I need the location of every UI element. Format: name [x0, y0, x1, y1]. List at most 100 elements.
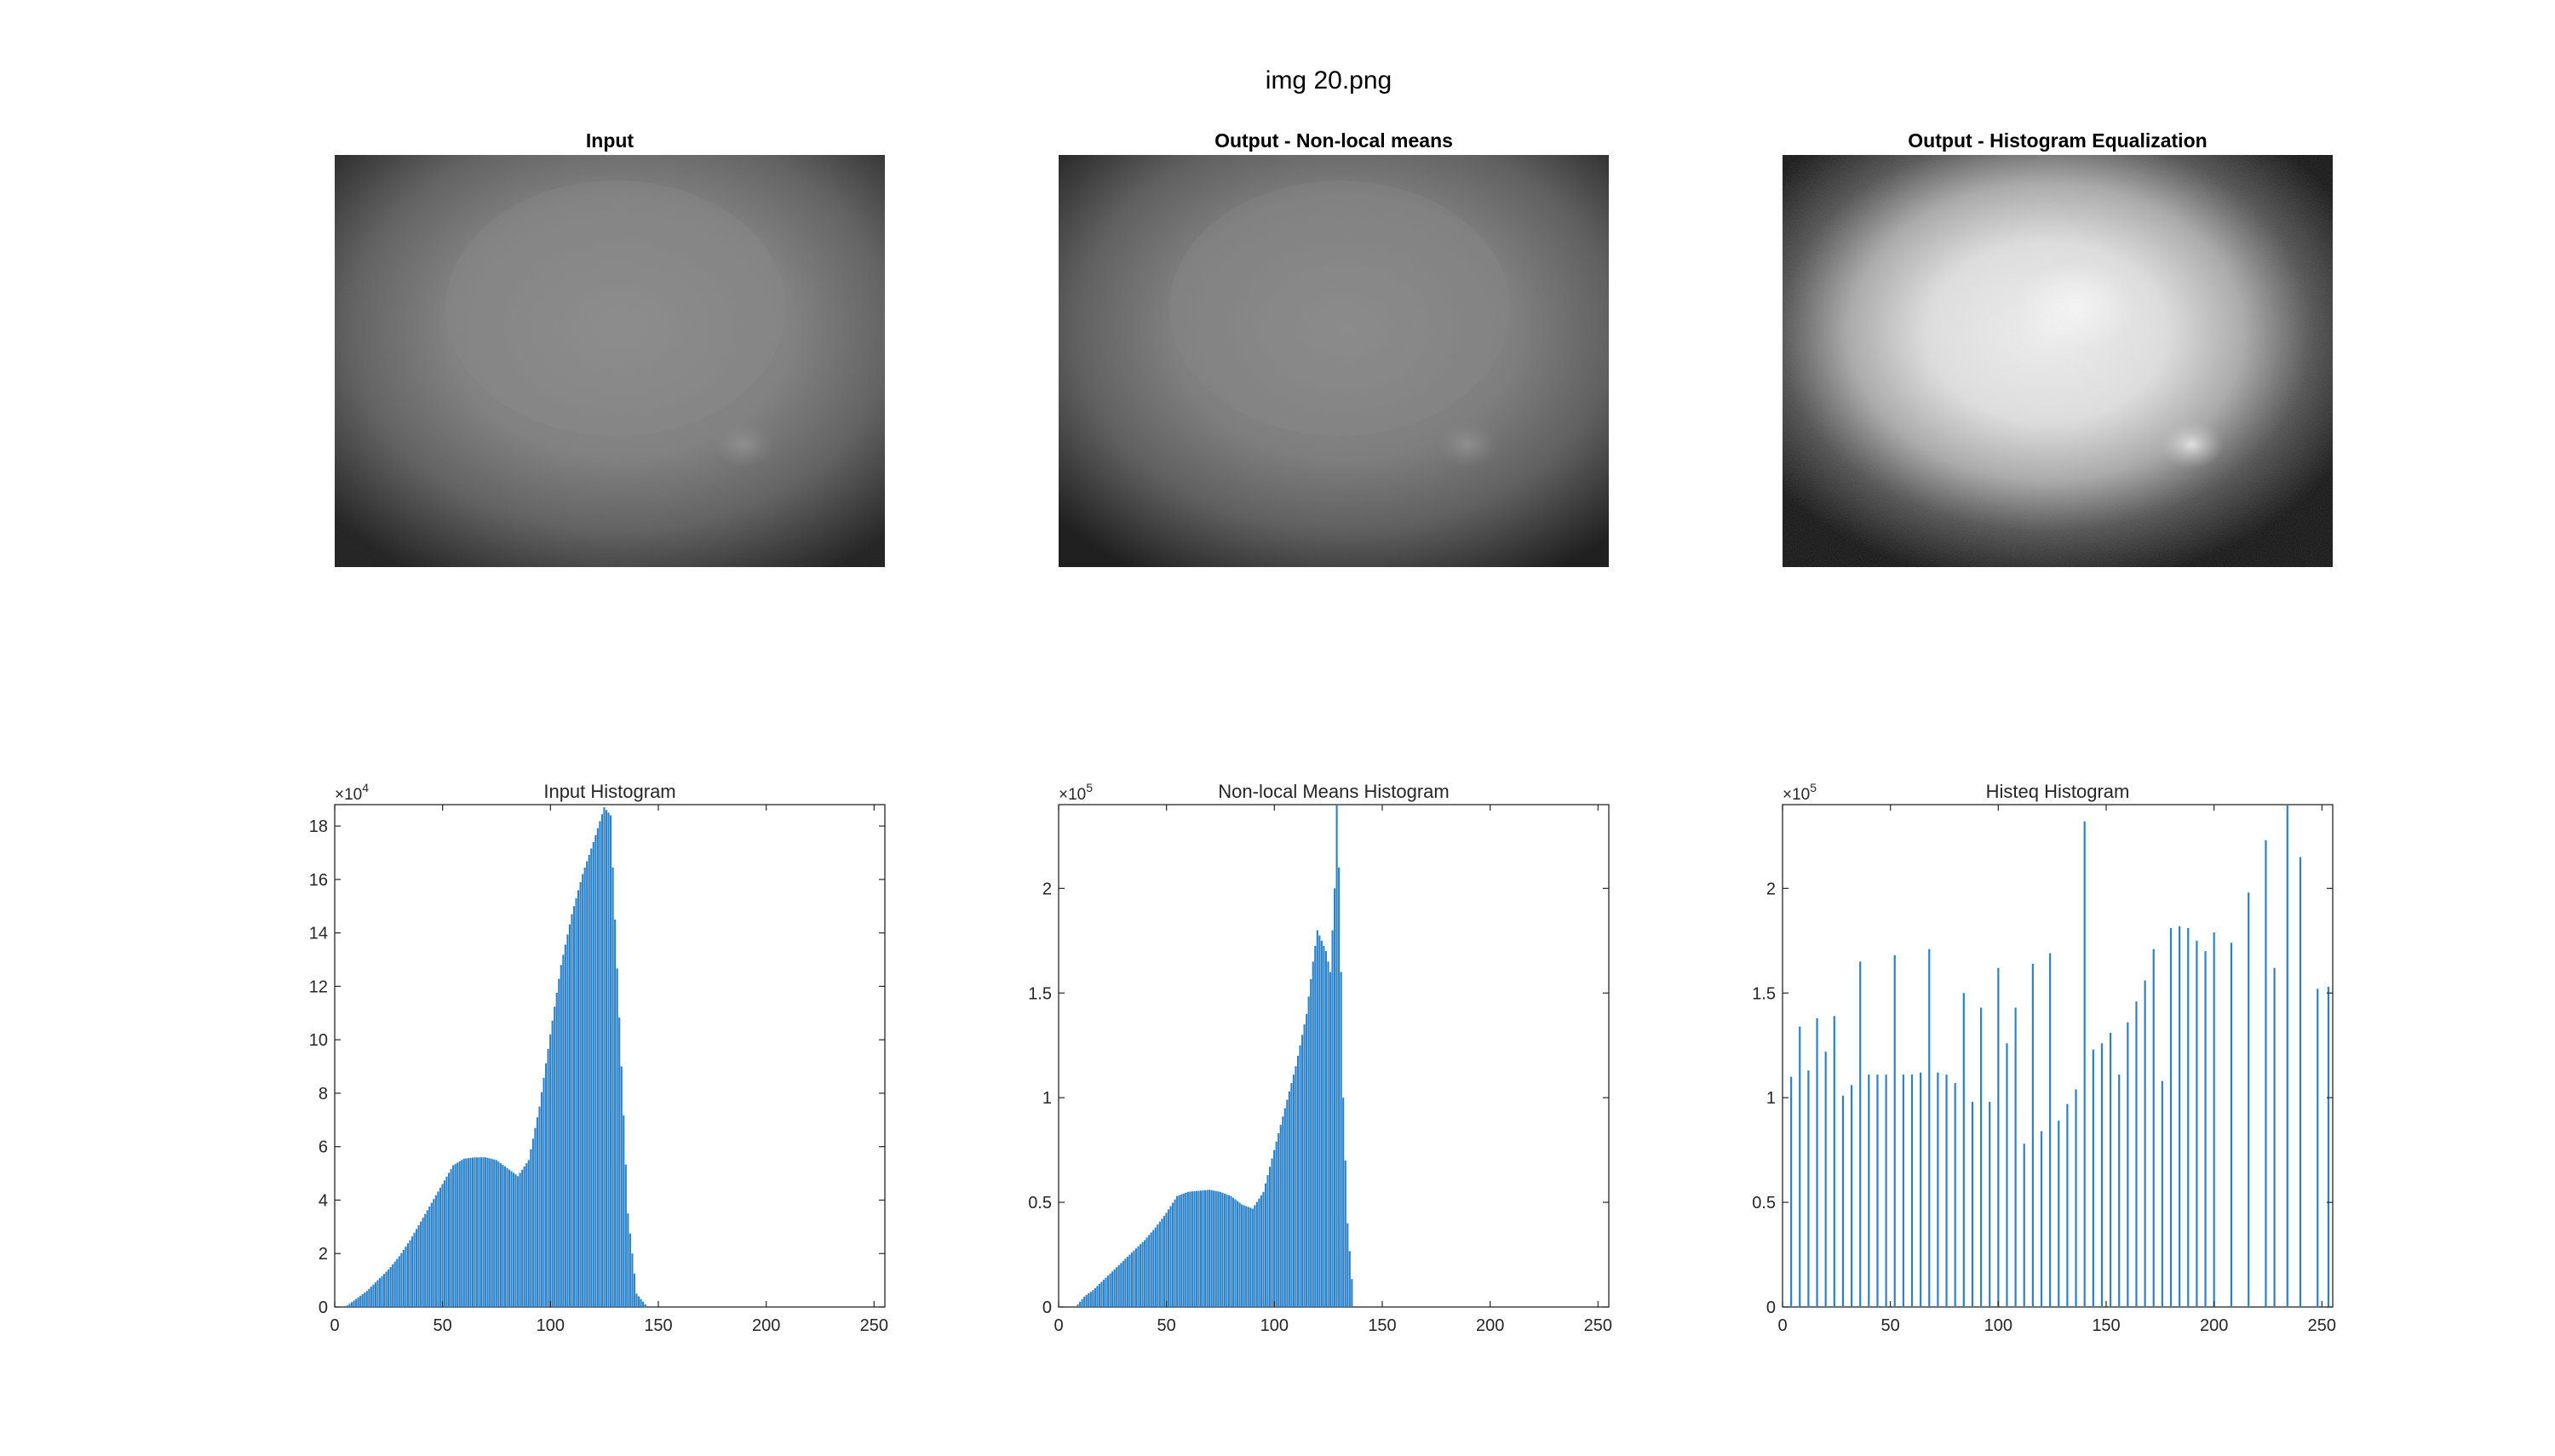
- histeq-hist-plot-area: [1782, 804, 2334, 1308]
- input-hist-bar: [439, 1188, 441, 1307]
- input-hist-ytick-label: 16: [309, 871, 328, 890]
- nlm-hist-bar: [1210, 1189, 1213, 1307]
- nlm-hist-bar: [1348, 1251, 1351, 1307]
- nlm-hist-bar: [1144, 1240, 1146, 1307]
- nlm-hist-bar: [1282, 1116, 1284, 1307]
- nlm-hist-bar: [1329, 972, 1332, 1307]
- input-hist-bar: [588, 855, 590, 1307]
- input-hist-bar: [590, 848, 593, 1307]
- nlm-hist-bar: [1342, 1098, 1345, 1307]
- input-hist-ytick-label: 2: [319, 1245, 328, 1264]
- input-hist-bar: [611, 867, 614, 1307]
- input-hist-bar: [614, 919, 617, 1307]
- input-image-panel: Input: [335, 129, 885, 567]
- input-hist-bar: [417, 1224, 420, 1307]
- input-hist-bar: [426, 1210, 428, 1307]
- nlm-hist-bar: [1098, 1283, 1100, 1307]
- nlm-hist-bar: [1191, 1191, 1193, 1307]
- nlm-hist-bar: [1089, 1292, 1092, 1307]
- nlm-hist-bar: [1122, 1260, 1124, 1307]
- nlm-image-panel: Output - Non-local means: [1059, 129, 1609, 567]
- nlm-hist-bar: [1172, 1202, 1174, 1307]
- nlm-hist-bar: [1312, 961, 1314, 1307]
- nlm-hist-bar: [1283, 1108, 1286, 1307]
- input-hist-bar: [536, 1117, 538, 1307]
- nlm-hist-bar: [1266, 1175, 1269, 1307]
- input-hist-bar: [571, 914, 573, 1307]
- nlm-hist-bar: [1167, 1209, 1170, 1307]
- input-hist-bar: [564, 944, 566, 1307]
- nlm-hist-xtick-label: 150: [1368, 1316, 1396, 1335]
- nlm-hist-bar: [1105, 1277, 1107, 1307]
- input-hist-bar: [513, 1172, 515, 1307]
- input-hist-bar: [493, 1159, 496, 1307]
- input-hist-bar: [600, 814, 603, 1307]
- input-hist-bar: [560, 965, 562, 1307]
- nlm-hist-bar: [1251, 1208, 1254, 1307]
- nlm-hist-bar: [1262, 1191, 1265, 1307]
- input-hist-bar: [405, 1247, 407, 1307]
- nlm-hist-xtick-label: 100: [1260, 1316, 1289, 1335]
- input-hist-bar: [452, 1165, 455, 1307]
- nlm-hist-bar: [1269, 1167, 1272, 1307]
- input-hist-bar: [374, 1282, 376, 1307]
- input-hist-xtick-label: 200: [752, 1316, 780, 1335]
- nlm-hist-bar: [1327, 961, 1329, 1307]
- input-hist-bar: [644, 1304, 646, 1307]
- histeq-hist-ytick-label: 0.5: [1752, 1194, 1776, 1212]
- nlm-hist-bar: [1100, 1281, 1103, 1307]
- nlm-hist-bar: [1335, 805, 1338, 1307]
- input-hist-bar: [396, 1258, 399, 1307]
- nlm-hist-bar: [1320, 940, 1323, 1307]
- input-hist-bar: [413, 1232, 416, 1307]
- nlm-hist-exponent-label: ×105: [1059, 781, 1093, 804]
- nlm-hist-bar: [1154, 1227, 1157, 1307]
- nlm-hist-bar: [1096, 1286, 1099, 1307]
- input-hist-ytick-label: 14: [309, 925, 328, 943]
- nlm-hist-bar: [1209, 1189, 1211, 1307]
- nlm-hist-bar: [1126, 1257, 1128, 1307]
- nlm-hist-exponent-value: 5: [1086, 781, 1093, 794]
- input-hist-bar: [540, 1092, 543, 1307]
- histeq-image-title: Output - Histogram Equalization: [1908, 129, 2208, 152]
- histeq-histogram-chart: 0 50 100 150 200 250 0 0.5 1 1.5 2 ×105 Histeq Histo…: [1752, 781, 2336, 1335]
- nlm-hist-bar: [1085, 1294, 1088, 1307]
- nlm-hist-bar: [1193, 1191, 1196, 1307]
- input-hist-xtick-label: 250: [860, 1316, 888, 1335]
- input-hist-bar: [538, 1106, 541, 1307]
- histeq-hist-ytick-label: 2: [1766, 880, 1776, 898]
- input-hist-bar: [351, 1302, 353, 1307]
- input-hist-xtick-label: 0: [330, 1316, 339, 1335]
- nlm-hist-bar: [1202, 1190, 1204, 1307]
- input-hist-bar: [368, 1288, 370, 1307]
- nlm-hist-bar: [1334, 888, 1336, 1307]
- histeq-hist-xtick-label: 150: [2092, 1316, 2120, 1335]
- input-hist-bar: [355, 1298, 358, 1307]
- input-hist-bar: [348, 1304, 351, 1307]
- input-hist-bar: [433, 1199, 435, 1307]
- nlm-hist-bar: [1157, 1224, 1159, 1307]
- nlm-hist-bar: [1124, 1258, 1127, 1307]
- nlm-hist-bar: [1130, 1253, 1133, 1307]
- input-hist-bar: [411, 1236, 414, 1307]
- input-hist-bar: [486, 1157, 489, 1307]
- nlm-hist-bar: [1318, 935, 1321, 1307]
- nlm-hist-bar: [1088, 1293, 1090, 1307]
- input-hist-bar: [462, 1158, 465, 1307]
- input-hist-bar: [402, 1249, 405, 1307]
- histeq-hist-exponent-label: ×105: [1783, 781, 1817, 804]
- input-hist-xtick-label: 50: [433, 1316, 452, 1335]
- input-hist-bar: [592, 841, 594, 1307]
- nlm-hist-bar: [1113, 1269, 1116, 1307]
- input-hist-bar: [422, 1218, 424, 1307]
- input-hist-bar: [629, 1233, 631, 1307]
- nlm-hist-bar: [1169, 1206, 1172, 1307]
- input-hist-bar: [543, 1077, 545, 1307]
- figure-title: img 20.png: [1265, 66, 1392, 95]
- input-hist-bar: [517, 1176, 520, 1307]
- input-hist-bar: [491, 1159, 493, 1307]
- nlm-hist-bar: [1299, 1045, 1301, 1307]
- input-hist-bar: [359, 1295, 362, 1307]
- input-hist-bar: [385, 1271, 388, 1307]
- nlm-hist-bar: [1301, 1035, 1304, 1307]
